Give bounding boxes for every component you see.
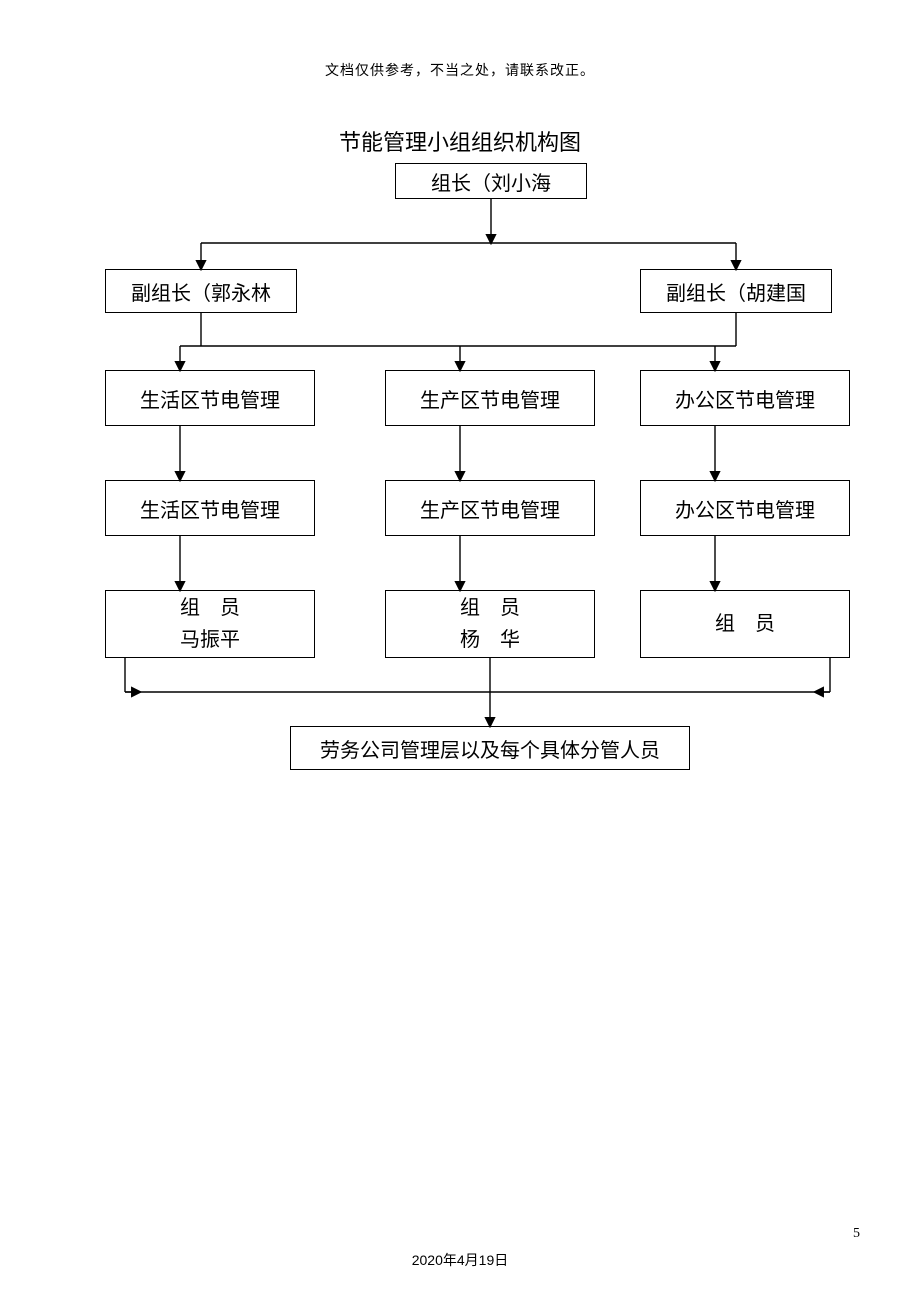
node-member-mid-line2: 杨 华 <box>460 624 520 656</box>
node-bottom-label: 劳务公司管理层以及每个具体分管人员 <box>320 734 660 763</box>
node-member-mid: 组 员 杨 华 <box>385 590 595 658</box>
node-office-a-label: 办公区节电管理 <box>675 384 815 413</box>
header-note: 文档仅供参考，不当之处，请联系改正。 <box>0 60 920 80</box>
node-living-b: 生活区节电管理 <box>105 480 315 536</box>
doc-title: 节能管理小组组织机构图 <box>0 125 920 157</box>
node-member-left-line2: 马振平 <box>180 624 240 656</box>
node-deputy-left: 副组长（郭永林 <box>105 269 297 313</box>
node-living-a: 生活区节电管理 <box>105 370 315 426</box>
node-member-left: 组 员 马振平 <box>105 590 315 658</box>
page-root: 文档仅供参考，不当之处，请联系改正。 节能管理小组组织机构图 组长（刘小海 副组… <box>0 0 920 1302</box>
node-office-b-label: 办公区节电管理 <box>675 494 815 523</box>
node-living-b-label: 生活区节电管理 <box>140 494 280 523</box>
node-member-right-line1: 组 员 <box>715 608 775 640</box>
node-production-b-label: 生产区节电管理 <box>420 494 560 523</box>
node-leader-label: 组长（刘小海 <box>431 167 551 196</box>
node-living-a-label: 生活区节电管理 <box>140 384 280 413</box>
node-deputy-right-label: 副组长（胡建国 <box>666 277 806 306</box>
node-member-right: 组 员 <box>640 590 850 658</box>
node-leader: 组长（刘小海 <box>395 163 587 199</box>
node-production-a: 生产区节电管理 <box>385 370 595 426</box>
node-member-left-line1: 组 员 <box>180 592 240 624</box>
node-office-a: 办公区节电管理 <box>640 370 850 426</box>
node-production-b: 生产区节电管理 <box>385 480 595 536</box>
footer-date: 2020年4月19日 <box>0 1250 920 1270</box>
node-bottom: 劳务公司管理层以及每个具体分管人员 <box>290 726 690 770</box>
node-deputy-right: 副组长（胡建国 <box>640 269 832 313</box>
node-office-b: 办公区节电管理 <box>640 480 850 536</box>
node-deputy-left-label: 副组长（郭永林 <box>131 277 271 306</box>
node-production-a-label: 生产区节电管理 <box>420 384 560 413</box>
node-member-mid-line1: 组 员 <box>460 592 520 624</box>
page-number: 5 <box>853 1226 860 1242</box>
